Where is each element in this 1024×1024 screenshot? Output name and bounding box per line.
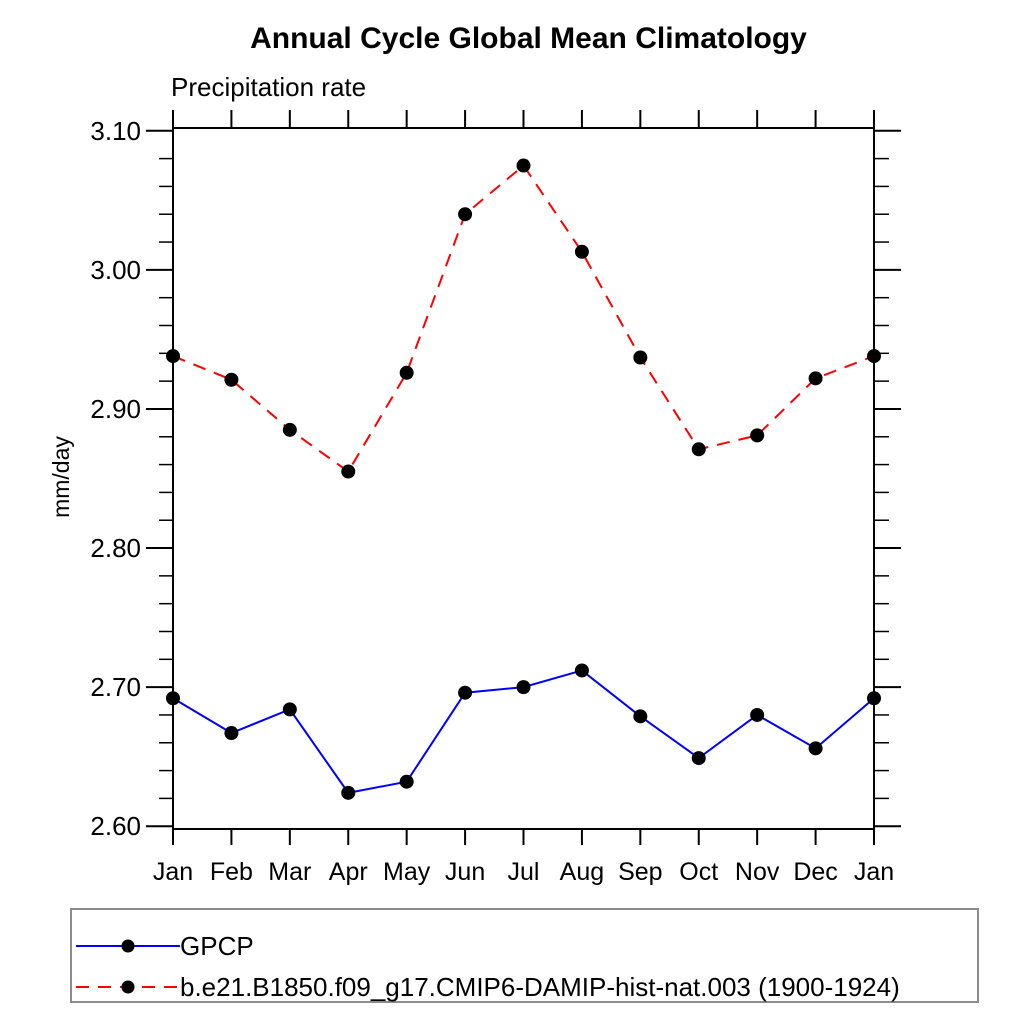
model-data-point [341,464,356,479]
plot-frame [172,127,875,830]
gpcp-marker-icon [121,939,135,953]
model-line-sample [76,980,180,994]
y-tick-label: 2.80 [90,533,141,563]
y-tick-label: 2.60 [90,811,141,841]
x-tick-label: Mar [268,858,311,886]
gpcp-data-point [867,691,881,706]
legend-label-model: b.e21.B1850.f09_g17.CMIP6-DAMIP-hist-nat… [180,972,900,1002]
x-tick-label: May [383,858,431,886]
model-data-point [574,244,589,259]
x-tick-label: Dec [793,858,837,886]
model-data-point [516,158,531,173]
model-data-point [458,207,473,222]
model-data-point [399,365,414,380]
legend-label-gpcp: GPCP [180,931,254,961]
model-data-point [691,442,706,457]
model-data-point [867,349,881,364]
chart-subtitle: Precipitation rate [171,72,367,102]
gpcp-line-sample [76,939,180,953]
x-tick-label: Feb [210,858,253,886]
model-data-point [808,371,823,386]
x-tick-label: Jul [508,858,540,886]
y-tick-label: 2.90 [90,394,141,424]
x-tick-label: Nov [735,858,780,886]
model-series-line [172,164,875,473]
gpcp-data-point [750,707,765,722]
gpcp-data-point [282,702,297,717]
x-tick-label: Apr [329,858,368,886]
legend-item-model: b.e21.B1850.f09_g17.CMIP6-DAMIP-hist-nat… [72,972,977,1002]
legend-item-gpcp: GPCP [72,931,977,961]
x-tick-label: Sep [618,858,662,886]
gpcp-data-point [691,751,706,766]
model-data-point [282,422,297,437]
x-tick-label: Jan [153,858,193,886]
model-marker-icon [121,980,135,994]
gpcp-data-point [633,709,648,724]
x-tick-label: Jun [445,858,485,886]
model-data-point [224,372,239,387]
y-tick-label: 3.10 [90,116,141,146]
x-tick-label: Oct [679,858,718,886]
gpcp-data-point [574,663,589,678]
gpcp-data-point [341,785,356,800]
x-tick-label: Jan [854,858,894,886]
gpcp-data-point [224,726,239,741]
model-data-point [633,350,648,365]
gpcp-data-point [808,741,823,756]
gpcp-data-point [516,680,531,695]
y-tick-label: 3.00 [90,255,141,285]
chart-title: Annual Cycle Global Mean Climatology [250,22,807,55]
gpcp-data-point [458,685,473,700]
x-tick-label: Aug [560,858,604,886]
y-tick-label: 2.70 [90,672,141,702]
model-data-point [750,428,765,443]
gpcp-data-point [399,774,414,789]
legend-box: GPCP b.e21.B1850.f09_g17.CMIP6-DAMIP-his… [70,908,979,1003]
gpcp-data-point [166,691,180,706]
model-data-point [166,349,180,364]
